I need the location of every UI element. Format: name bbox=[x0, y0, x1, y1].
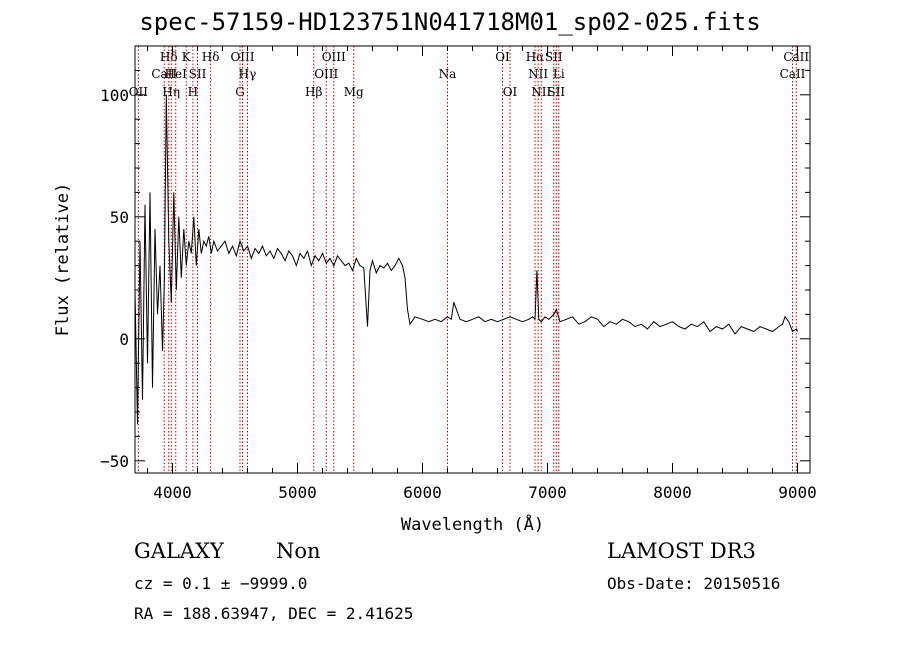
line-marker-label-11: Hγ bbox=[239, 67, 257, 81]
line-marker-label-20: NII bbox=[528, 67, 548, 81]
subclass-label: Non bbox=[276, 539, 321, 563]
survey-label: LAMOST DR3 bbox=[607, 539, 756, 563]
line-marker-label-15: Mg bbox=[344, 85, 364, 99]
line-marker-label-17: OI bbox=[495, 50, 510, 64]
cz-text: cz = 0.1 ± −9999.0 bbox=[134, 574, 308, 593]
line-marker-label-4: HeI bbox=[165, 67, 188, 81]
x-tick-label-2: 6000 bbox=[403, 483, 442, 502]
line-marker-label-2: Hδ bbox=[160, 50, 178, 64]
line-marker-label-8: Hδ bbox=[202, 50, 220, 64]
plot-frame bbox=[134, 45, 811, 474]
line-marker-label-25: CaII bbox=[780, 67, 806, 81]
line-marker-label-5: K bbox=[182, 50, 192, 64]
y-tick-label-2: 50 bbox=[110, 208, 129, 227]
obs-date-text: Obs-Date: 20150516 bbox=[607, 574, 781, 593]
y-tick-label-3: 100 bbox=[100, 86, 129, 105]
line-marker-label-24: SII bbox=[547, 85, 565, 99]
line-marker-label-12: Hβ bbox=[305, 85, 322, 99]
spectrum-line bbox=[134, 94, 798, 425]
x-tick-label-5: 9000 bbox=[778, 483, 817, 502]
line-marker-label-19: Hα bbox=[526, 50, 545, 64]
line-marker-label-23: Li bbox=[553, 67, 565, 81]
line-marker-label-6: H bbox=[188, 85, 198, 99]
line-marker-label-3: Hη bbox=[162, 85, 180, 99]
y-tick-label-0: −50 bbox=[100, 452, 129, 471]
line-marker-label-7: SII bbox=[189, 67, 207, 81]
x-tick-label-1: 5000 bbox=[278, 483, 317, 502]
line-marker-label-13: OIII bbox=[314, 67, 338, 81]
line-marker-label-18: OI bbox=[503, 85, 518, 99]
x-tick-label-3: 7000 bbox=[528, 483, 567, 502]
x-axis-label: Wavelength (Å) bbox=[401, 513, 544, 535]
y-tick-label-1: 0 bbox=[119, 330, 129, 349]
line-marker-label-21: NII bbox=[531, 85, 551, 99]
line-marker-label-16: Na bbox=[439, 67, 457, 81]
line-marker-label-14: OIII bbox=[322, 50, 346, 64]
line-marker-label-26: CaII bbox=[783, 50, 809, 64]
x-tick-label-4: 8000 bbox=[653, 483, 692, 502]
chart-title: spec-57159-HD123751N041718M01_sp02-025.f… bbox=[139, 8, 761, 36]
y-axis-label: Flux (relative) bbox=[53, 183, 73, 337]
line-marker-label-0: OII bbox=[129, 85, 149, 99]
radec-text: RA = 188.63947, DEC = 2.41625 bbox=[134, 604, 414, 623]
line-marker-label-9: G bbox=[235, 85, 245, 99]
line-marker-label-10: OIII bbox=[230, 50, 254, 64]
class-label: GALAXY bbox=[134, 539, 224, 563]
x-tick-label-0: 4000 bbox=[153, 483, 192, 502]
